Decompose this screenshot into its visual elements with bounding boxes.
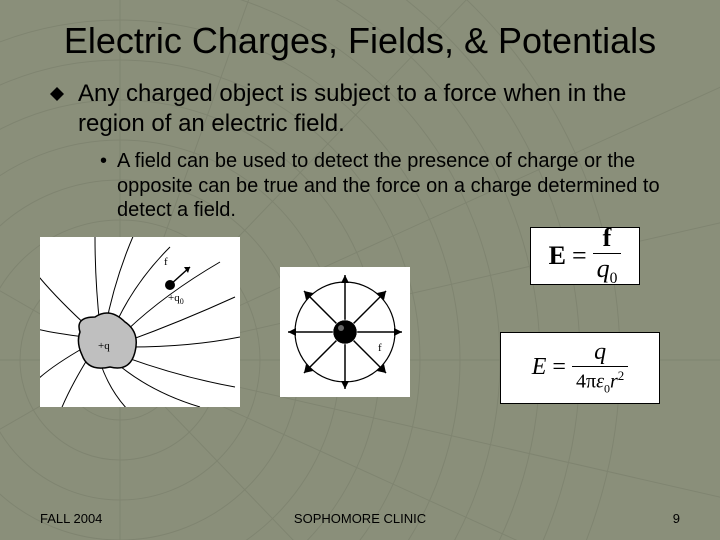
slide-content: Electric Charges, Fields, & Potentials A…: [0, 0, 720, 540]
radial-field-diagram: f: [280, 267, 410, 397]
eq1-lhs: E: [549, 241, 566, 271]
label-q: +q: [98, 340, 110, 352]
figure-area: +q +q0 f: [40, 237, 680, 437]
sub-bullet: • A field can be used to detect the pres…: [100, 149, 680, 222]
label-f-left: f: [164, 256, 168, 268]
eq2-num: q: [590, 338, 610, 366]
equation-coulomb-field: E = q 4πε0r2: [500, 332, 660, 404]
label-q0: +q0: [168, 292, 184, 306]
eq2-lhs: E: [532, 354, 547, 381]
round-bullet-icon: •: [100, 149, 107, 173]
slide-title: Electric Charges, Fields, & Potentials: [40, 20, 680, 61]
equation-e-f-over-q0: E = f q0: [530, 227, 640, 285]
figure-point-charge: f: [280, 267, 410, 397]
main-bullet-text: Any charged object is subject to a force…: [78, 79, 680, 139]
field-lines-diagram: +q +q0 f: [40, 237, 240, 407]
sub-bullet-text: A field can be used to detect the presen…: [117, 149, 680, 222]
label-f-mid: f: [378, 342, 382, 354]
main-bullet: Any charged object is subject to a force…: [50, 79, 680, 139]
diamond-bullet-icon: [50, 87, 64, 101]
eq1-num: f: [599, 223, 616, 253]
figure-charged-object: +q +q0 f: [40, 237, 240, 407]
